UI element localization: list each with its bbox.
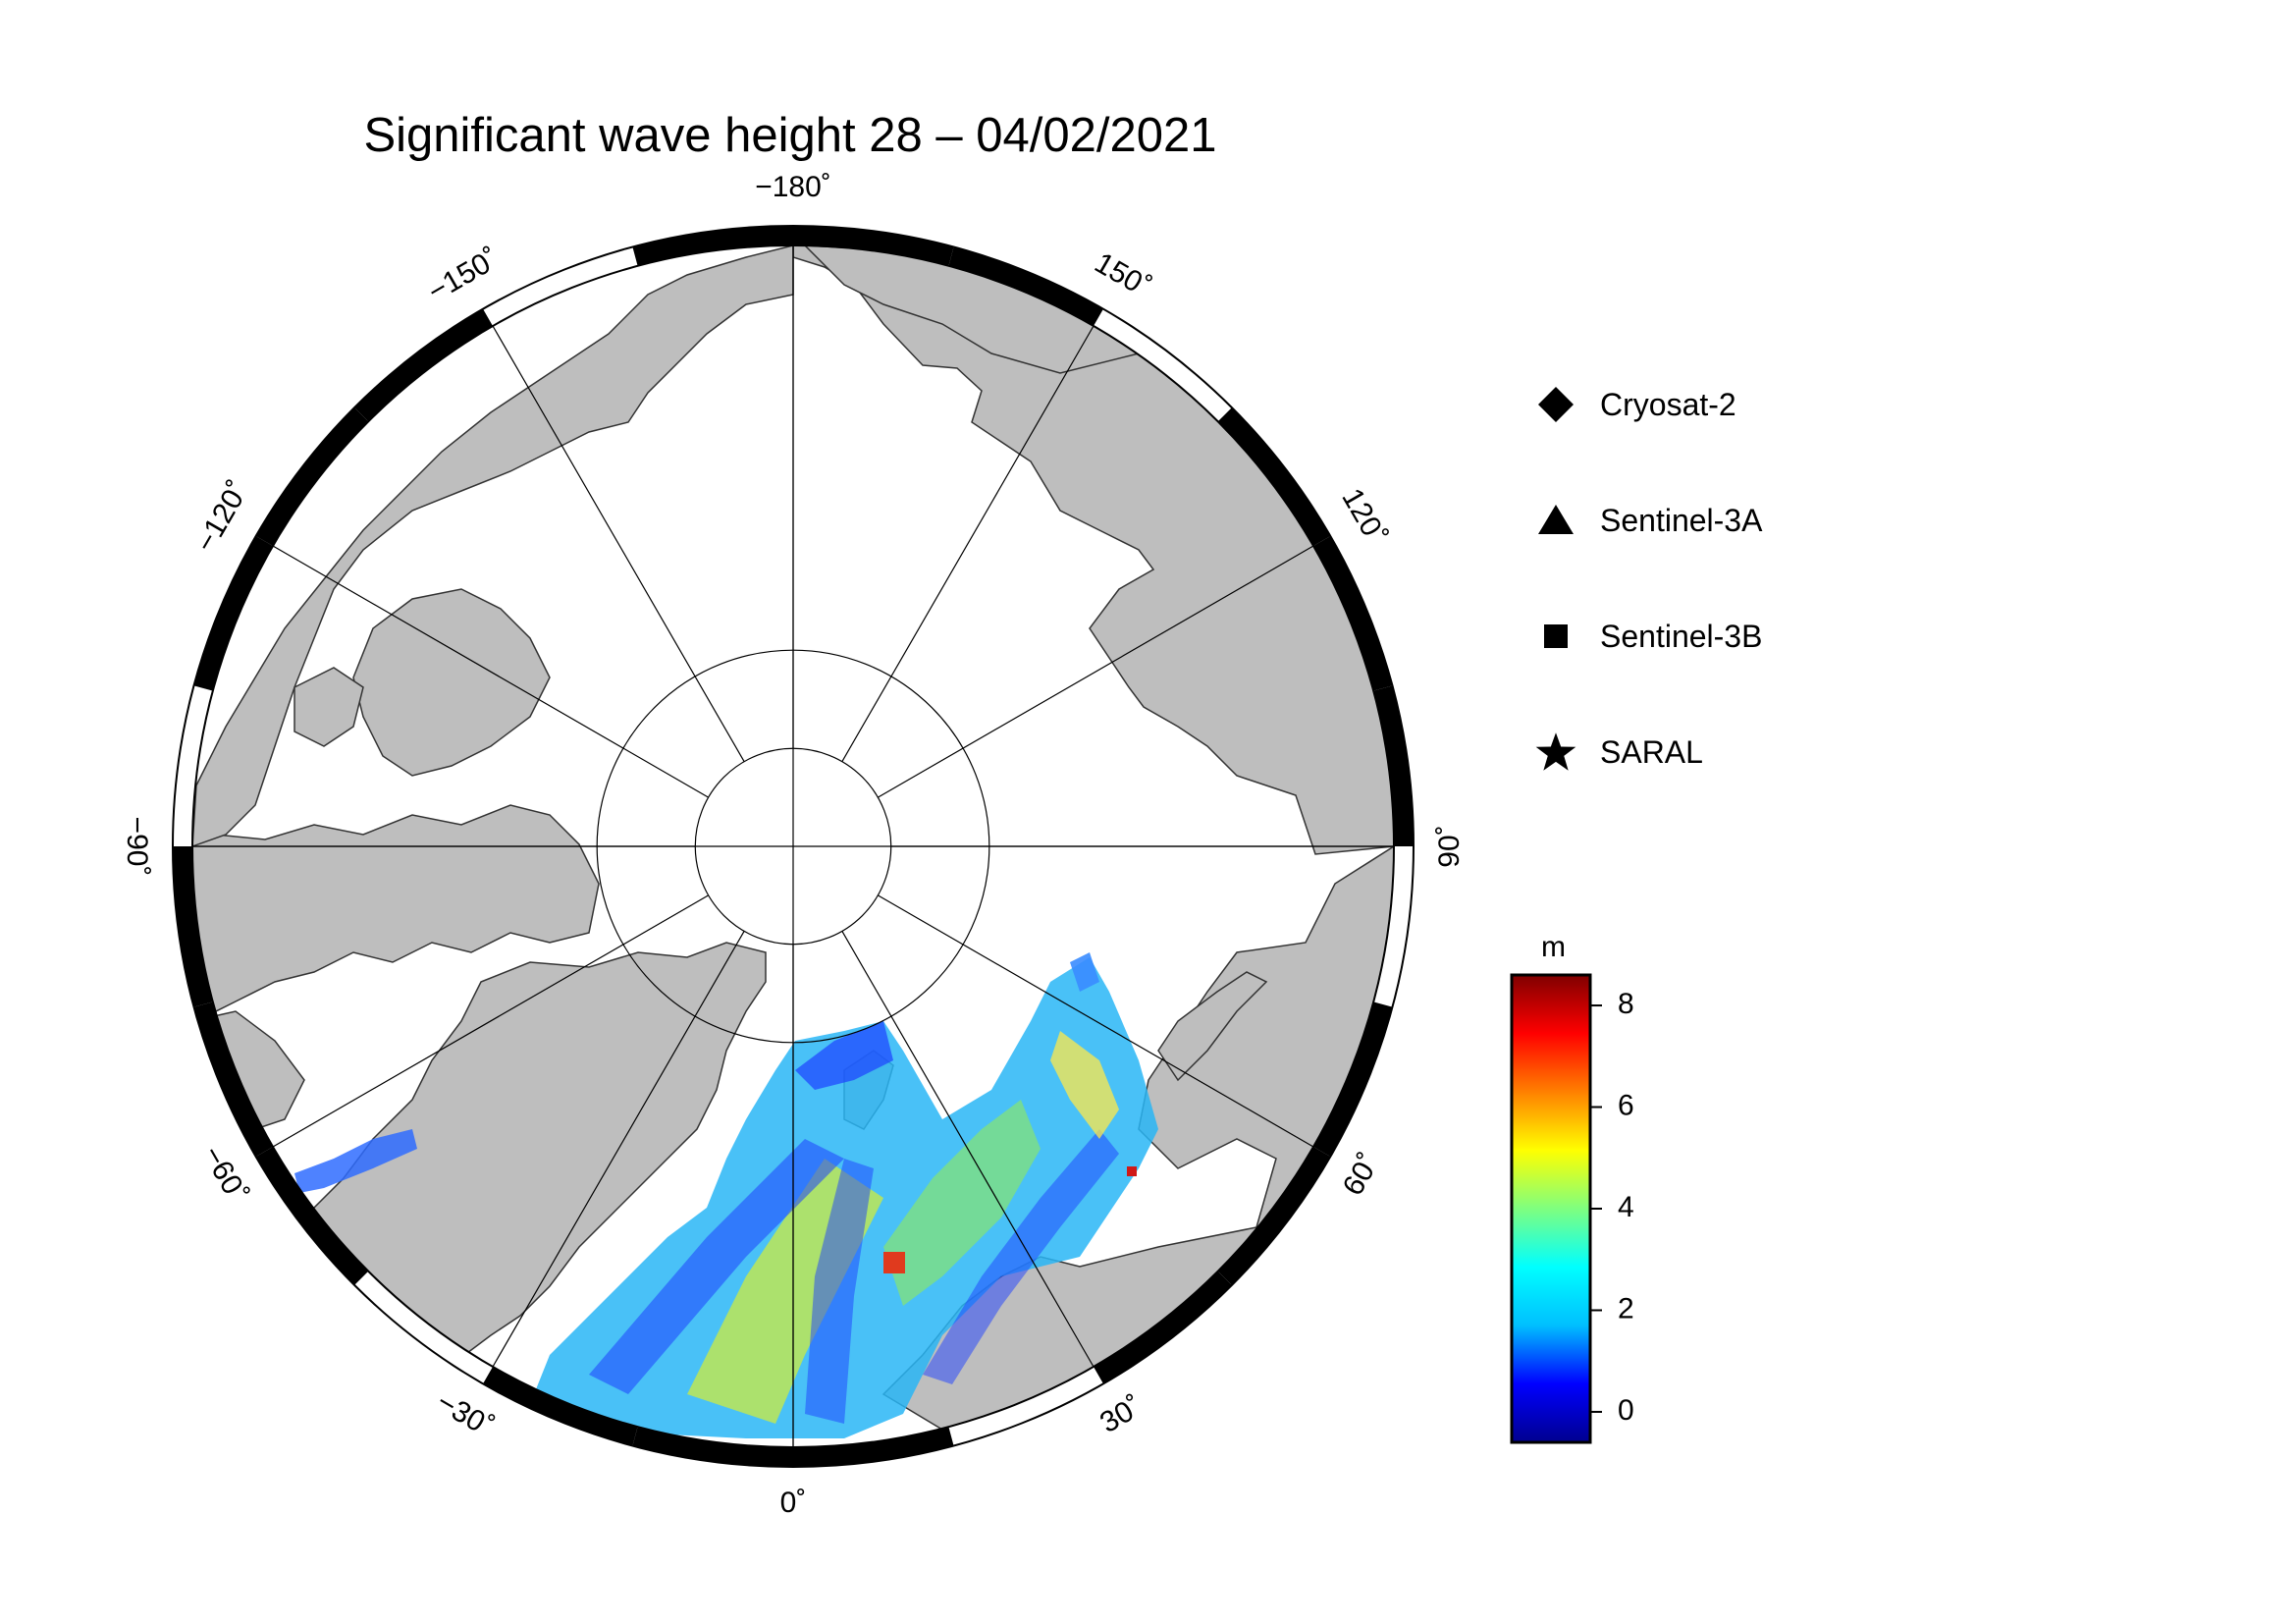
- frame-segment: [483, 1367, 638, 1446]
- map-frame-ticks: [173, 226, 1414, 1467]
- legend-item-sentinel-3b: Sentinel-3B: [1531, 607, 1762, 666]
- frame-segment: [1313, 1001, 1393, 1157]
- longitude-label: 30˚: [1095, 1390, 1148, 1439]
- meridian-line: [841, 931, 1095, 1368]
- colorbar-tick-label: 6: [1618, 1089, 1634, 1121]
- swath-band-yellow-2: [1050, 1031, 1119, 1139]
- longitude-label: −60˚: [196, 1141, 254, 1209]
- swath-band-blue-2: [805, 1159, 874, 1424]
- meridian-line: [492, 325, 745, 762]
- canadian-archipelago-land: [192, 804, 600, 1023]
- frame-segment: [1313, 536, 1393, 691]
- swath-band-green: [883, 1100, 1041, 1306]
- map-disc: −180˚ 150˚ 120˚ 90˚ 60˚ 30˚ 0˚ −30˚ −60˚ −90˚ −120…: [121, 171, 1466, 1519]
- swath-top-blue: [795, 1021, 893, 1090]
- swath-band-blue-3: [923, 1129, 1119, 1384]
- legend-label: SARAL: [1600, 733, 1703, 770]
- longitude-label: −90˚: [121, 817, 153, 877]
- longitude-label: 90˚: [1433, 825, 1466, 867]
- frame-segment: [193, 536, 273, 691]
- colorbar-ticks: 0 2 4 6 8: [1590, 988, 1634, 1427]
- frame-segment: [632, 226, 794, 266]
- meridian-line: [878, 545, 1314, 798]
- meridian-line: [492, 931, 745, 1368]
- swath-band-blue-1: [589, 1139, 844, 1394]
- colorbar-unit: m: [1541, 931, 1566, 963]
- wave-height-swath: [294, 952, 1158, 1438]
- longitude-label: −150˚: [422, 243, 505, 308]
- legend-label: Sentinel-3A: [1600, 502, 1763, 538]
- colorbar-tick-label: 2: [1618, 1292, 1634, 1325]
- frame-segment: [792, 226, 954, 266]
- map-title: Significant wave height 28 – 04/02/2021: [363, 109, 1217, 162]
- frame-segment: [1217, 407, 1331, 547]
- ellesmere-island-land: [352, 588, 551, 777]
- colorbar-tick-label: 4: [1618, 1191, 1634, 1223]
- alaska-land: [192, 245, 794, 848]
- frame-segment: [1373, 685, 1414, 847]
- frame-segment: [354, 308, 494, 422]
- legend-item-cryosat: Cryosat-2: [1531, 375, 1736, 434]
- colorbar-gradient: [1510, 973, 1592, 1444]
- meridian-line: [272, 545, 709, 798]
- parallel-circle: [694, 747, 892, 946]
- triangle-icon: [1531, 496, 1580, 545]
- frame-segment: [173, 845, 213, 1007]
- legend-label: Sentinel-3B: [1600, 618, 1763, 654]
- colorbar-tick-label: 8: [1618, 988, 1634, 1020]
- banks-island-land: [294, 667, 364, 747]
- meridian-line: [272, 894, 709, 1148]
- colorbar-tick-label: 0: [1618, 1394, 1634, 1427]
- frame-segment: [948, 246, 1103, 326]
- longitude-label: 120˚: [1335, 483, 1393, 551]
- longitude-label: −120˚: [189, 475, 255, 558]
- meridian-line: [878, 894, 1314, 1148]
- diamond-icon: [1531, 380, 1580, 429]
- longitude-label: 150˚: [1090, 246, 1157, 304]
- longitude-label: −180˚: [755, 171, 831, 203]
- square-icon: [1531, 612, 1580, 661]
- star-icon: [1531, 728, 1580, 777]
- frame-segment: [632, 1427, 794, 1467]
- frame-segment: [1093, 1271, 1232, 1384]
- frame-segment: [255, 407, 369, 547]
- graticule: [192, 245, 1394, 1447]
- swath-cell-red-2: [1127, 1166, 1137, 1176]
- meridian-line: [841, 325, 1095, 762]
- frame-segment: [792, 1427, 954, 1467]
- parallel-circle: [596, 649, 990, 1044]
- swath-cell-red: [883, 1252, 905, 1273]
- colorbar: 0 2 4 6 8: [1510, 973, 1634, 1444]
- legend-item-saral: SARAL: [1531, 723, 1703, 782]
- swath-barents: [1070, 952, 1099, 992]
- frame-segment: [193, 1001, 273, 1157]
- frame-segment: [255, 1146, 369, 1285]
- longitude-label: 60˚: [1337, 1148, 1386, 1201]
- swath-west-greenland: [294, 1129, 417, 1193]
- frame-segment: [1217, 1146, 1331, 1285]
- longitude-label: 0˚: [780, 1487, 807, 1519]
- legend-item-sentinel-3a: Sentinel-3A: [1531, 491, 1762, 550]
- novaya-zemlya-land: [1157, 971, 1268, 1082]
- longitude-label: −30˚: [431, 1385, 499, 1443]
- legend-label: Cryosat-2: [1600, 386, 1736, 422]
